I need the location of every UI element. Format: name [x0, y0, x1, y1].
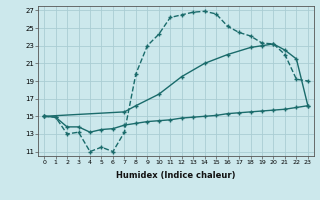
- X-axis label: Humidex (Indice chaleur): Humidex (Indice chaleur): [116, 171, 236, 180]
